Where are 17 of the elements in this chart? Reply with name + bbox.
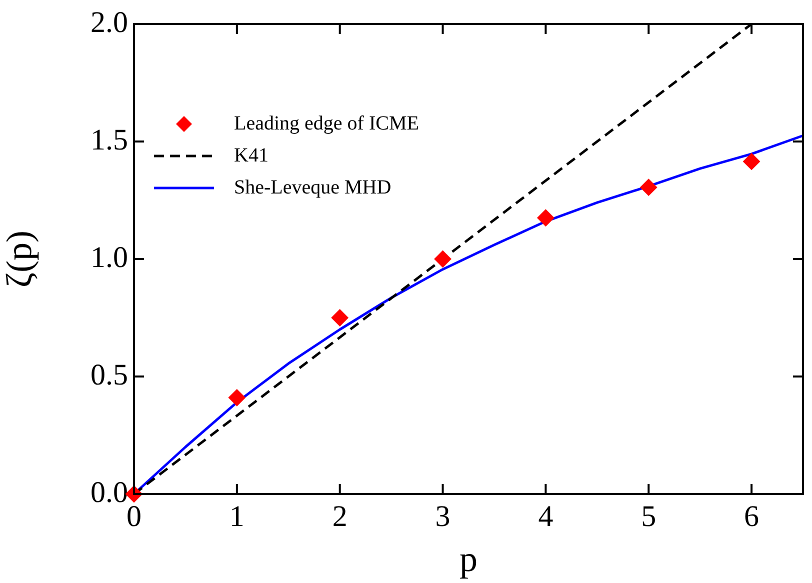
x-tick-label: 6	[744, 500, 760, 533]
x-tick-label: 1	[229, 500, 244, 533]
y-tick-label: 1.0	[90, 240, 128, 274]
legend-label: She-Leveque MHD	[234, 176, 392, 198]
legend-label: K41	[234, 144, 268, 166]
y-tick-label: 1.5	[90, 123, 128, 156]
legend-label: Leading edge of ICME	[234, 112, 419, 134]
y-axis-title: ζ(p)	[0, 230, 40, 288]
x-tick-label: 2	[332, 500, 348, 533]
x-tick-label: 0	[126, 500, 142, 533]
x-axis-title: p	[460, 538, 478, 579]
y-tick-label: 0.0	[90, 476, 128, 509]
x-tick-label: 5	[641, 500, 656, 533]
y-tick-label: 2.0	[90, 6, 128, 39]
y-tick-label: 0.5	[90, 358, 128, 392]
x-tick-label: 3	[435, 500, 450, 533]
x-tick-label: 4	[538, 500, 554, 533]
